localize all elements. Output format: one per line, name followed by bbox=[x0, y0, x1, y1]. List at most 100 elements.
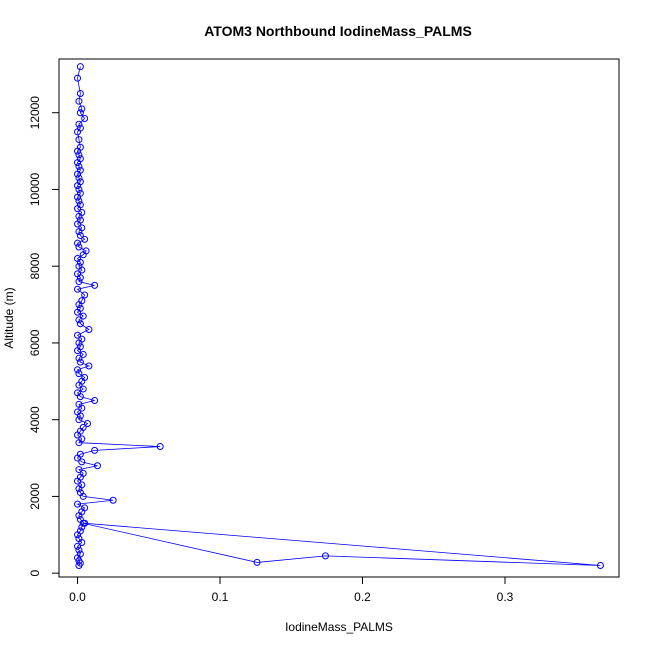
data-point bbox=[76, 489, 84, 497]
data-point bbox=[76, 201, 84, 209]
data-point bbox=[75, 262, 83, 270]
y-axis-label: Altitude (m) bbox=[2, 287, 16, 348]
data-point bbox=[76, 527, 84, 535]
data-point bbox=[78, 335, 86, 343]
data-point bbox=[75, 535, 83, 543]
data-point bbox=[76, 189, 84, 197]
x-tick-label: 0.0 bbox=[69, 590, 86, 604]
data-point bbox=[81, 519, 89, 527]
x-tick-label: 0.3 bbox=[497, 590, 514, 604]
data-point bbox=[78, 458, 86, 466]
data-point bbox=[74, 389, 82, 397]
data-point bbox=[81, 114, 89, 122]
data-point bbox=[74, 270, 82, 278]
y-tick-label: 12000 bbox=[28, 96, 42, 130]
data-point bbox=[76, 155, 84, 163]
data-point bbox=[75, 400, 83, 408]
data-point bbox=[75, 416, 83, 424]
data-point bbox=[74, 331, 82, 339]
data-series bbox=[74, 63, 604, 569]
data-point bbox=[79, 350, 87, 358]
data-point bbox=[75, 466, 83, 474]
data-point bbox=[91, 446, 99, 454]
data-point bbox=[76, 124, 84, 132]
data-point bbox=[74, 366, 82, 374]
data-point bbox=[74, 74, 82, 82]
data-point bbox=[75, 136, 83, 144]
data-point bbox=[76, 343, 84, 351]
data-point bbox=[156, 443, 164, 451]
data-point bbox=[74, 239, 82, 247]
data-point bbox=[75, 546, 83, 554]
data-point bbox=[75, 316, 83, 324]
data-point bbox=[76, 320, 84, 328]
data-point bbox=[76, 90, 84, 98]
data-point bbox=[74, 255, 82, 263]
y-tick-label: 2000 bbox=[28, 483, 42, 510]
data-point bbox=[75, 151, 83, 159]
data-point bbox=[76, 143, 84, 151]
data-point bbox=[82, 247, 90, 255]
data-point bbox=[75, 185, 83, 193]
data-point bbox=[78, 435, 86, 443]
data-point bbox=[596, 561, 604, 569]
plot-frame bbox=[58, 58, 620, 578]
data-point bbox=[76, 550, 84, 558]
data-point bbox=[76, 109, 84, 117]
data-point bbox=[78, 297, 86, 305]
data-point bbox=[74, 285, 82, 293]
y-tick-label: 10000 bbox=[28, 172, 42, 206]
data-point bbox=[76, 178, 84, 186]
data-point bbox=[76, 358, 84, 366]
data-point bbox=[83, 420, 91, 428]
data-point bbox=[74, 408, 82, 416]
data-point bbox=[78, 481, 86, 489]
data-point bbox=[75, 162, 83, 170]
y-tick-label: 0 bbox=[28, 570, 42, 577]
data-point bbox=[75, 197, 83, 205]
data-point bbox=[76, 232, 84, 240]
data-point bbox=[253, 558, 261, 566]
x-axis: 0.0 0.1 0.2 0.3 bbox=[69, 576, 514, 604]
data-point bbox=[91, 396, 99, 404]
chart-title: ATOM3 Northbound IodineMass_PALMS bbox=[204, 23, 472, 39]
data-point bbox=[75, 97, 83, 105]
data-point bbox=[85, 326, 93, 334]
data-point bbox=[76, 216, 84, 224]
y-tick-label: 6000 bbox=[28, 329, 42, 356]
data-point bbox=[76, 63, 84, 71]
data-point bbox=[75, 120, 83, 128]
data-point bbox=[91, 281, 99, 289]
data-point bbox=[321, 552, 329, 560]
data-point bbox=[109, 496, 117, 504]
data-point bbox=[79, 423, 87, 431]
data-point bbox=[81, 373, 89, 381]
y-tick-label: 8000 bbox=[28, 253, 42, 280]
data-point bbox=[79, 385, 87, 393]
data-point bbox=[76, 166, 84, 174]
x-tick-label: 0.2 bbox=[354, 590, 371, 604]
data-point bbox=[76, 450, 84, 458]
data-point bbox=[78, 105, 86, 113]
data-point bbox=[75, 278, 83, 286]
data-point bbox=[75, 370, 83, 378]
x-tick-label: 0.1 bbox=[212, 590, 229, 604]
data-point bbox=[74, 542, 82, 550]
data-point bbox=[78, 224, 86, 232]
data-point bbox=[81, 235, 89, 243]
data-point bbox=[85, 362, 93, 370]
y-tick-label: 4000 bbox=[28, 406, 42, 433]
data-point bbox=[79, 312, 87, 320]
y-axis: 0 2000 4000 6000 8000 10000 12000 bbox=[28, 96, 60, 577]
data-point bbox=[76, 515, 84, 523]
x-axis-label: IodineMass_PALMS bbox=[285, 620, 393, 634]
series-line bbox=[76, 66, 601, 566]
data-point bbox=[93, 462, 101, 470]
data-point bbox=[76, 304, 84, 312]
data-point bbox=[79, 469, 87, 477]
data-point bbox=[75, 354, 83, 362]
data-point bbox=[78, 208, 86, 216]
data-point bbox=[74, 500, 82, 508]
data-point bbox=[81, 504, 89, 512]
